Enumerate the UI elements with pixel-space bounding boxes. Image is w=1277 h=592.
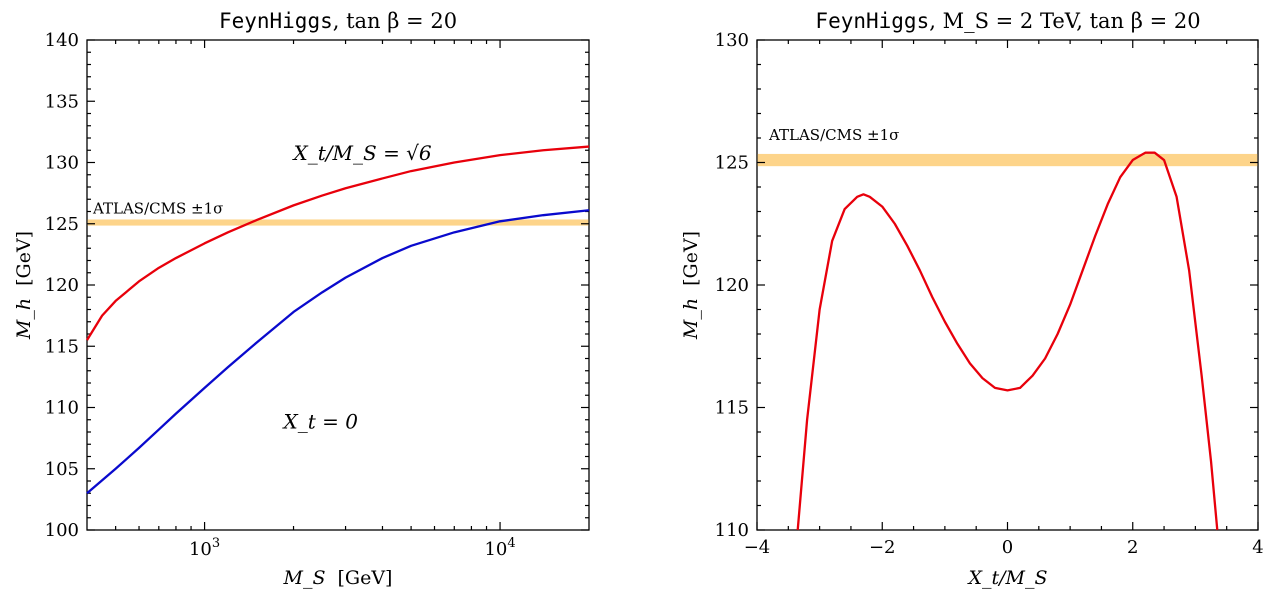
y-tick-label: 110 [45,398,79,419]
y-tick-label: 125 [45,214,79,235]
x-tick-label: −2 [869,537,896,558]
y-tick-label: 120 [45,275,79,296]
y-tick-label: 105 [45,459,79,480]
annotation-xt-0: X_t = 0 [282,409,359,433]
y-tick-label: 130 [715,30,749,51]
band-1sigma [87,219,589,226]
series-line-xt-sqrt6 [86,145,590,341]
band-label: ATLAS/CMS ±1σ [768,126,899,144]
band-label: ATLAS/CMS ±1σ [92,199,223,217]
x-tick-label: 2 [1127,537,1138,558]
x-tick-label: 104 [484,536,515,560]
right-y-axis-label: M_h[GeV] [680,231,702,340]
x-tick-label: −4 [744,537,771,558]
right-chart-title: FeynHiggs, M_S = 2 TeV, tan β = 20 [815,9,1200,33]
y-tick-label: 115 [715,398,749,419]
band-1sigma [757,153,1258,167]
series-line-xt-0 [86,209,590,495]
y-tick-label: 135 [45,91,79,112]
right-chart: FeynHiggs, M_S = 2 TeV, tan β = 20 X_t/M… [680,9,1264,589]
right-x-axis-label: X_t/M_S [966,567,1047,589]
x-tick-label: 0 [1002,537,1013,558]
y-tick-label: 115 [45,336,79,357]
annotation-xt-sqrt6: X_t/M_S = √6 [292,141,432,165]
series-line-mh-vs-xt [796,151,1219,531]
x-tick-label: 4 [1252,537,1263,558]
y-tick-label: 130 [45,153,79,174]
y-tick-label: 120 [715,275,749,296]
y-tick-label: 125 [715,153,749,174]
left-y-axis-label: M_h[GeV] [13,231,35,340]
y-tick-label: 140 [45,30,79,51]
left-x-axis-label: M_S [GeV] [283,567,393,589]
x-tick-label: 103 [189,536,220,560]
left-chart: FeynHiggs, tan β = 20 M_S [GeV] M_h[GeV] … [13,9,590,589]
y-tick-label: 110 [715,520,749,541]
left-chart-title: FeynHiggs, tan β = 20 [219,9,457,33]
left-plot-area [86,39,590,531]
right-plot-area [756,39,1259,531]
y-tick-label: 100 [45,520,79,541]
